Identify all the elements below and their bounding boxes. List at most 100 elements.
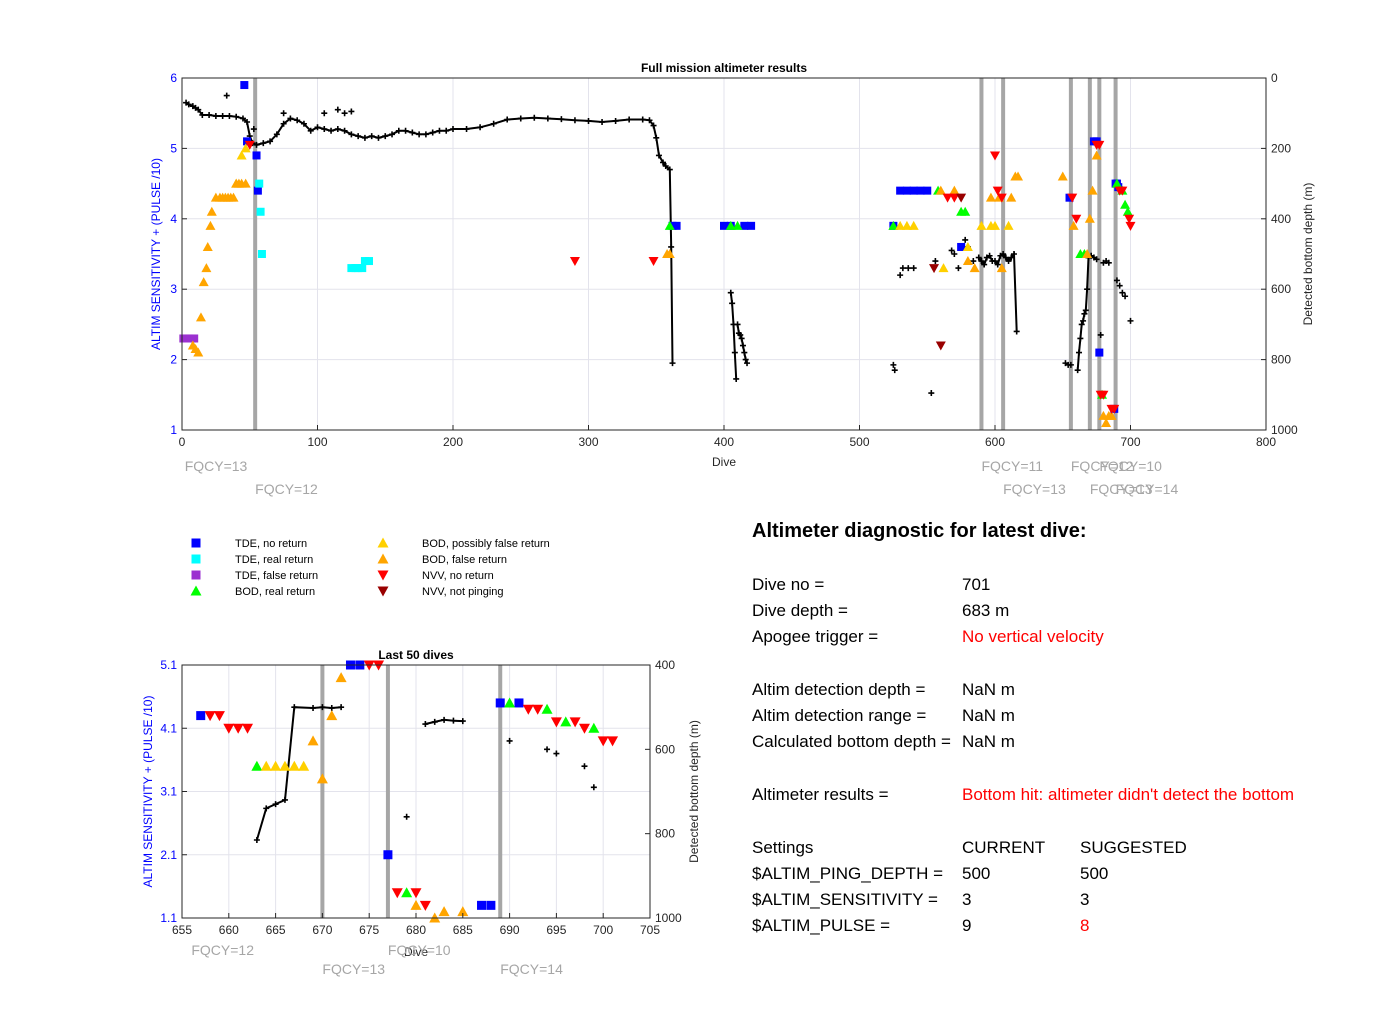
- bod-false-return-point: [326, 710, 338, 721]
- legend-marker-tde-no-return: [191, 538, 201, 548]
- x-tick-label: 690: [500, 923, 520, 937]
- bod-false-return-point: [202, 241, 213, 251]
- tde-no-return-point: [720, 221, 728, 230]
- y-tick-label: 5.1: [160, 658, 177, 672]
- bottom-depth-point: [666, 166, 673, 173]
- bottom-depth-point: [253, 141, 260, 148]
- bottom-depth-point: [375, 134, 382, 141]
- bod-real-return-point: [1111, 178, 1122, 188]
- tde-no-return-point: [383, 850, 393, 860]
- apogee-label: Apogee trigger =: [752, 627, 879, 646]
- apogee-value: No vertical velocity: [962, 627, 1104, 646]
- y2-tick-label: 0: [1271, 71, 1278, 85]
- nvv-no-return-point: [213, 711, 225, 722]
- nvv-no-return-point: [232, 723, 244, 734]
- bottom-depth-point: [1000, 251, 1007, 257]
- bottom-depth-point: [341, 127, 348, 134]
- bottom-depth-point: [314, 124, 321, 131]
- y2-tick-label: 800: [655, 827, 675, 841]
- bod-possibly-false-return-point: [236, 150, 247, 160]
- bottom-depth-point: [655, 152, 662, 159]
- series-bod-real-return: [251, 697, 600, 898]
- bod-possibly-false-return-point: [938, 263, 949, 273]
- bod-possibly-false-return-point: [288, 760, 300, 771]
- bottom-depth-point: [669, 360, 676, 367]
- bod-real-return-point: [401, 887, 413, 898]
- nvv-no-return-point: [391, 888, 403, 899]
- bottom-depth-point: [558, 116, 565, 123]
- bottom-depth-point: [994, 261, 1001, 268]
- bottom-depth-point: [731, 349, 738, 356]
- bottom-depth-point: [928, 390, 935, 397]
- tde-no-return-point: [495, 698, 505, 708]
- results-label: Altimeter results =: [752, 785, 889, 804]
- suggested-header: SUGGESTED: [1080, 838, 1187, 857]
- nvv-no-return-point: [992, 186, 1003, 196]
- bottom-depth-point: [955, 265, 962, 272]
- bottom-depth-point: [441, 716, 448, 723]
- fqcy-label: FQCY=10: [388, 942, 451, 958]
- fqcy-label: FQCY=13: [322, 961, 385, 977]
- legend-marker-tde-real-return: [191, 554, 201, 564]
- fqcy-label: FQCY=12: [191, 942, 254, 958]
- bod-false-return-point: [206, 206, 217, 216]
- bottom-depth-point: [368, 133, 375, 140]
- nvv-no-return-point: [569, 257, 580, 267]
- bottom-depth-point: [185, 101, 192, 108]
- bottom-depth-point: [729, 300, 736, 307]
- bottom-depth-point: [267, 138, 274, 145]
- x-tick-label: 700: [1120, 435, 1140, 449]
- detection-depth-value: NaN m: [962, 680, 1015, 699]
- tde-real-return-point: [256, 207, 265, 216]
- bod-real-return-point: [960, 206, 971, 216]
- nvv-no-return-point: [550, 717, 562, 728]
- bottom-depth-point: [1008, 254, 1015, 261]
- bod-false-return-point: [335, 672, 347, 683]
- nvv-no-return-point: [242, 723, 254, 734]
- bottom-depth-point: [280, 120, 287, 127]
- detection-depth-label: Altim detection depth =: [752, 680, 926, 699]
- bod-false-return-point: [949, 185, 960, 195]
- bod-false-return-point: [438, 906, 450, 917]
- fqcy-lines: [253, 78, 1118, 430]
- bod-false-return-point: [985, 192, 996, 202]
- nvv-no-return-point: [949, 193, 960, 203]
- fqcy-label: FQCY=12: [1071, 458, 1134, 474]
- bottom-depth-point: [612, 117, 619, 124]
- fqcy-label: FQCY=12: [255, 481, 318, 497]
- y-tick-label: 2: [170, 353, 177, 367]
- main-altimeter-plot: 0 100 200 300 400 500 600 700 800 1 2 3 4 5 6 0 200 400 60…: [149, 61, 1315, 497]
- bottom-depth-point: [981, 261, 988, 268]
- bottom-depth-point: [544, 746, 551, 753]
- bod-possibly-false-return-point: [962, 241, 973, 251]
- tde-no-return-point: [909, 186, 918, 195]
- y2-tick-label: 400: [1271, 212, 1291, 226]
- bottom-depth-point: [899, 265, 906, 272]
- bottom-depth-point: [1077, 335, 1084, 342]
- legend-label-tde-false-return: TDE, false return: [235, 570, 318, 582]
- legend-marker-nvv-no-return: [377, 570, 389, 581]
- bottom-depth-point: [244, 119, 251, 125]
- dive-depth-value: 683 m: [962, 601, 1010, 620]
- y-tick-label: 3: [170, 282, 177, 296]
- nvv-no-return-point: [597, 736, 609, 747]
- chart-title: Full mission altimeter results: [641, 61, 807, 75]
- bottom-depth-point: [948, 247, 955, 254]
- bod-false-return-point: [996, 263, 1007, 273]
- bottom-depth-point: [402, 127, 409, 134]
- bottom-depth-point: [272, 801, 279, 808]
- bod-real-return-point: [1120, 199, 1131, 209]
- x-tick-label: 660: [219, 923, 239, 937]
- nvv-no-return-point: [1094, 140, 1105, 150]
- x-tick-label: 695: [546, 923, 566, 937]
- legend-marker-tde-false-return: [191, 570, 201, 580]
- bottom-depth-point: [233, 113, 240, 120]
- y-tick-label: 3.1: [160, 785, 177, 799]
- fqcy-label: FQCY=11: [981, 458, 1043, 474]
- bottom-depth-point: [206, 111, 213, 118]
- bottom-depth-point: [328, 705, 335, 712]
- bottom-depth-point: [1078, 321, 1085, 328]
- bod-false-return-point: [316, 773, 328, 784]
- bottom-depth-point: [348, 131, 355, 138]
- bod-real-return-point: [588, 722, 600, 733]
